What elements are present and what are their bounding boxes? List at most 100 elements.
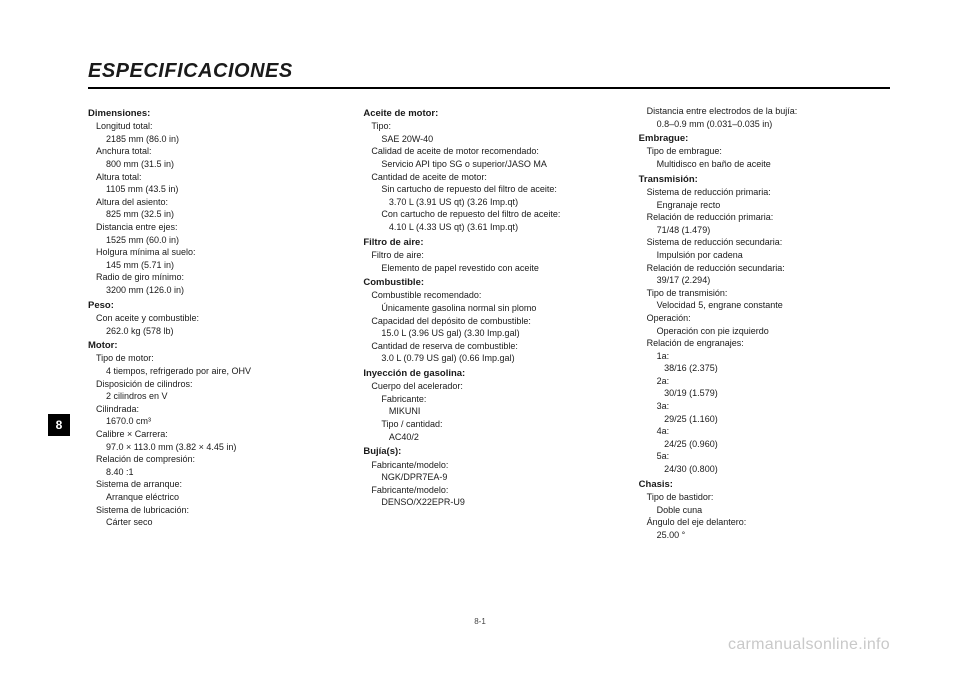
section-tab: 8 bbox=[48, 414, 70, 436]
spec-label: Cantidad de aceite de motor: bbox=[371, 171, 614, 184]
spec-value: 97.0 × 113.0 mm (3.82 × 4.45 in) bbox=[106, 441, 339, 454]
spec-value: SAE 20W-40 bbox=[381, 133, 614, 146]
spec-label: Tipo de bastidor: bbox=[647, 491, 890, 504]
spec-value: Engranaje recto bbox=[657, 199, 890, 212]
spec-label: Cantidad de reserva de combustible: bbox=[371, 340, 614, 353]
spec-value: 262.0 kg (578 lb) bbox=[106, 325, 339, 338]
spec-value: Con cartucho de repuesto del filtro de a… bbox=[381, 208, 614, 221]
page-number: 8-1 bbox=[0, 617, 960, 626]
spec-value: 1525 mm (60.0 in) bbox=[106, 234, 339, 247]
spec-label: Distancia entre electrodos de la bujía: bbox=[647, 105, 890, 118]
spec-value: Únicamente gasolina normal sin plomo bbox=[381, 302, 614, 315]
spec-label: Sistema de reducción primaria: bbox=[647, 186, 890, 199]
spec-value: 25.00 ° bbox=[657, 529, 890, 542]
spec-value: Servicio API tipo SG o superior/JASO MA bbox=[381, 158, 614, 171]
spec-label: Disposición de cilindros: bbox=[96, 378, 339, 391]
spec-value: 4a: bbox=[657, 425, 890, 438]
spec-label: Tipo de transmisión: bbox=[647, 287, 890, 300]
spec-value: 71/48 (1.479) bbox=[657, 224, 890, 237]
spec-value: 3200 mm (126.0 in) bbox=[106, 284, 339, 297]
spec-section-title: Inyección de gasolina: bbox=[363, 367, 614, 380]
spec-value: 39/17 (2.294) bbox=[657, 274, 890, 287]
spec-label: Longitud total: bbox=[96, 120, 339, 133]
watermark: carmanualsonline.info bbox=[728, 636, 890, 654]
spec-label: Sistema de lubricación: bbox=[96, 504, 339, 517]
spec-label: Cilindrada: bbox=[96, 403, 339, 416]
spec-value: Impulsión por cadena bbox=[657, 249, 890, 262]
spec-value: NGK/DPR7EA-9 bbox=[381, 471, 614, 484]
spec-label: Altura total: bbox=[96, 171, 339, 184]
spec-label: Relación de engranajes: bbox=[647, 337, 890, 350]
spec-label: Fabricante/modelo: bbox=[371, 484, 614, 497]
spec-column-2: Aceite de motor:Tipo:SAE 20W-40Calidad d… bbox=[363, 105, 614, 541]
spec-value: Arranque eléctrico bbox=[106, 491, 339, 504]
spec-label: Calibre × Carrera: bbox=[96, 428, 339, 441]
spec-value: 24/25 (0.960) bbox=[657, 438, 890, 451]
spec-value: Fabricante: bbox=[381, 393, 614, 406]
spec-section-title: Aceite de motor: bbox=[363, 107, 614, 120]
spec-value: 1670.0 cm³ bbox=[106, 415, 339, 428]
spec-label: Sistema de reducción secundaria: bbox=[647, 236, 890, 249]
spec-value: 29/25 (1.160) bbox=[657, 413, 890, 426]
spec-label: Calidad de aceite de motor recomendado: bbox=[371, 145, 614, 158]
spec-value: 4.10 L (4.33 US qt) (3.61 Imp.qt) bbox=[381, 221, 614, 234]
spec-section-title: Motor: bbox=[88, 339, 339, 352]
spec-value: Tipo / cantidad: bbox=[381, 418, 614, 431]
spec-label: Altura del asiento: bbox=[96, 196, 339, 209]
spec-columns: Dimensiones:Longitud total:2185 mm (86.0… bbox=[88, 105, 890, 541]
spec-value: 3.0 L (0.79 US gal) (0.66 Imp.gal) bbox=[381, 352, 614, 365]
spec-value: 0.8–0.9 mm (0.031–0.035 in) bbox=[657, 118, 890, 131]
spec-section-title: Peso: bbox=[88, 299, 339, 312]
spec-section-title: Dimensiones: bbox=[88, 107, 339, 120]
spec-value: 145 mm (5.71 in) bbox=[106, 259, 339, 272]
spec-value: Multidisco en baño de aceite bbox=[657, 158, 890, 171]
spec-value: 15.0 L (3.96 US gal) (3.30 Imp.gal) bbox=[381, 327, 614, 340]
spec-value: DENSO/X22EPR-U9 bbox=[381, 496, 614, 509]
spec-value: Cárter seco bbox=[106, 516, 339, 529]
spec-label: Operación: bbox=[647, 312, 890, 325]
spec-column-1: Dimensiones:Longitud total:2185 mm (86.0… bbox=[88, 105, 339, 541]
spec-value: 800 mm (31.5 in) bbox=[106, 158, 339, 171]
spec-label: Holgura mínima al suelo: bbox=[96, 246, 339, 259]
spec-label: Relación de reducción primaria: bbox=[647, 211, 890, 224]
spec-section-title: Transmisión: bbox=[639, 173, 890, 186]
spec-label: Tipo de embrague: bbox=[647, 145, 890, 158]
spec-label: Tipo: bbox=[371, 120, 614, 133]
spec-value: 30/19 (1.579) bbox=[657, 387, 890, 400]
spec-value: 5a: bbox=[657, 450, 890, 463]
spec-value: Sin cartucho de repuesto del filtro de a… bbox=[381, 183, 614, 196]
spec-value: 1a: bbox=[657, 350, 890, 363]
spec-label: Capacidad del depósito de combustible: bbox=[371, 315, 614, 328]
spec-label: Anchura total: bbox=[96, 145, 339, 158]
spec-value: 24/30 (0.800) bbox=[657, 463, 890, 476]
spec-value: 4 tiempos, refrigerado por aire, OHV bbox=[106, 365, 339, 378]
spec-label: Filtro de aire: bbox=[371, 249, 614, 262]
heading-rule: ESPECIFICACIONES bbox=[88, 60, 890, 89]
spec-value: AC40/2 bbox=[381, 431, 614, 444]
spec-value: Doble cuna bbox=[657, 504, 890, 517]
spec-value: 2 cilindros en V bbox=[106, 390, 339, 403]
spec-label: Sistema de arranque: bbox=[96, 478, 339, 491]
page-heading: ESPECIFICACIONES bbox=[88, 60, 890, 83]
spec-label: Combustible recomendado: bbox=[371, 289, 614, 302]
spec-section-title: Combustible: bbox=[363, 276, 614, 289]
spec-value: 3a: bbox=[657, 400, 890, 413]
spec-label: Distancia entre ejes: bbox=[96, 221, 339, 234]
spec-label: Cuerpo del acelerador: bbox=[371, 380, 614, 393]
spec-column-3: Distancia entre electrodos de la bujía:0… bbox=[639, 105, 890, 541]
spec-value: 825 mm (32.5 in) bbox=[106, 208, 339, 221]
spec-value: Operación con pie izquierdo bbox=[657, 325, 890, 338]
spec-value: Velocidad 5, engrane constante bbox=[657, 299, 890, 312]
manual-page: ESPECIFICACIONES Dimensiones:Longitud to… bbox=[0, 0, 960, 678]
spec-label: Con aceite y combustible: bbox=[96, 312, 339, 325]
spec-value: 3.70 L (3.91 US qt) (3.26 Imp.qt) bbox=[381, 196, 614, 209]
spec-section-title: Embrague: bbox=[639, 132, 890, 145]
spec-value: 2185 mm (86.0 in) bbox=[106, 133, 339, 146]
spec-label: Relación de compresión: bbox=[96, 453, 339, 466]
spec-label: Radio de giro mínimo: bbox=[96, 271, 339, 284]
spec-value: 8.40 :1 bbox=[106, 466, 339, 479]
spec-section-title: Bujía(s): bbox=[363, 445, 614, 458]
spec-value: 1105 mm (43.5 in) bbox=[106, 183, 339, 196]
spec-value: Elemento de papel revestido con aceite bbox=[381, 262, 614, 275]
spec-section-title: Chasis: bbox=[639, 478, 890, 491]
